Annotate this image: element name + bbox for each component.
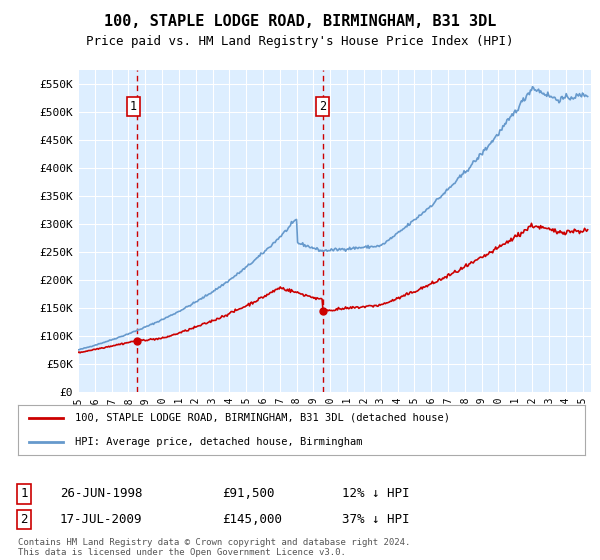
Text: Price paid vs. HM Land Registry's House Price Index (HPI): Price paid vs. HM Land Registry's House … [86, 35, 514, 48]
Text: 2: 2 [20, 513, 28, 526]
Text: HPI: Average price, detached house, Birmingham: HPI: Average price, detached house, Birm… [75, 437, 362, 447]
Text: 1: 1 [130, 100, 137, 113]
Text: 1: 1 [20, 487, 28, 501]
Text: 2: 2 [319, 100, 326, 113]
Text: 100, STAPLE LODGE ROAD, BIRMINGHAM, B31 3DL: 100, STAPLE LODGE ROAD, BIRMINGHAM, B31 … [104, 14, 496, 29]
Text: Contains HM Land Registry data © Crown copyright and database right 2024.
This d: Contains HM Land Registry data © Crown c… [18, 538, 410, 557]
Text: £145,000: £145,000 [222, 513, 282, 526]
Text: 17-JUL-2009: 17-JUL-2009 [60, 513, 143, 526]
Text: 100, STAPLE LODGE ROAD, BIRMINGHAM, B31 3DL (detached house): 100, STAPLE LODGE ROAD, BIRMINGHAM, B31 … [75, 413, 450, 423]
Text: 12% ↓ HPI: 12% ↓ HPI [342, 487, 409, 501]
Text: 37% ↓ HPI: 37% ↓ HPI [342, 513, 409, 526]
Text: 26-JUN-1998: 26-JUN-1998 [60, 487, 143, 501]
Text: £91,500: £91,500 [222, 487, 275, 501]
